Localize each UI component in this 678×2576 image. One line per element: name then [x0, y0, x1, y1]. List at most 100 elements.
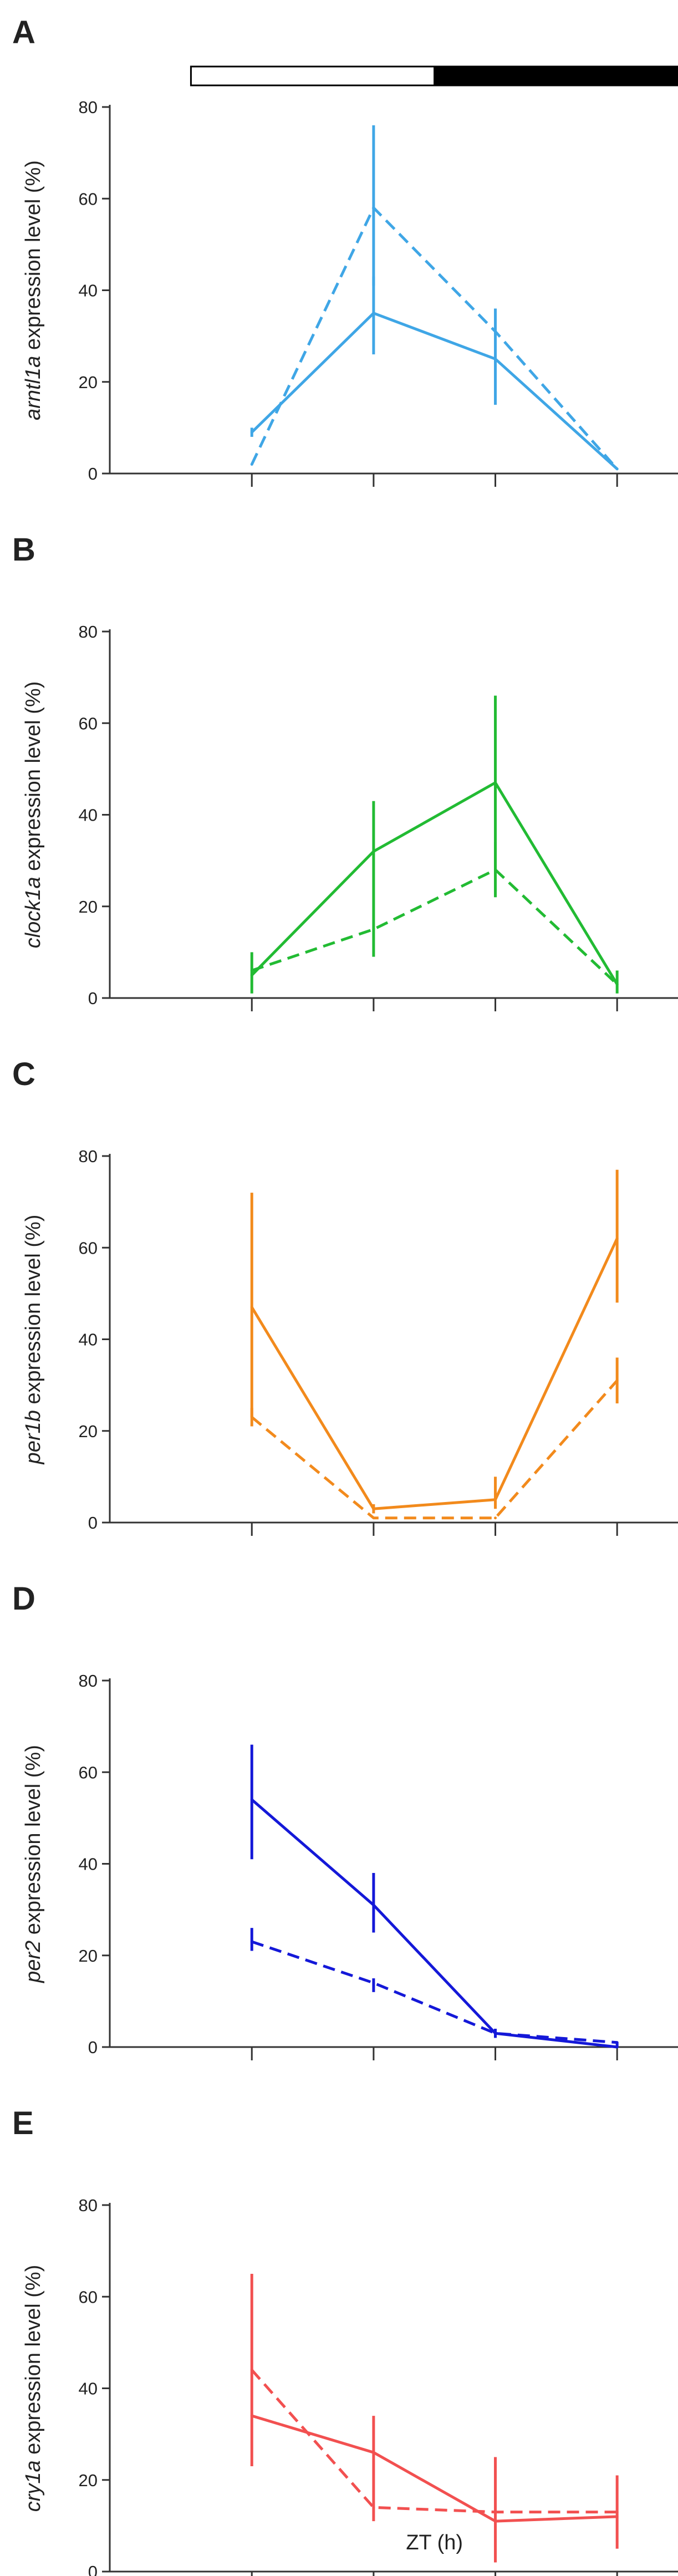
- y-tick-label: 0: [88, 2038, 98, 2057]
- data-point: [372, 1507, 375, 1510]
- series-solid: [250, 276, 619, 471]
- series-dashed: [250, 842, 619, 986]
- y-axis-label: arntl1a expression level (%): [22, 160, 45, 420]
- series-line: [251, 312, 618, 470]
- y-tick-label: 0: [88, 989, 98, 1008]
- y-tick-label: 80: [79, 2196, 98, 2215]
- series-dashed: [250, 1357, 619, 1520]
- y-axis-label-suffix: expression level (%): [22, 681, 45, 877]
- gene-name: per2: [22, 1941, 45, 1983]
- series-line: [250, 206, 619, 470]
- data-point: [494, 1516, 497, 1520]
- y-axis-label-suffix: expression level (%): [22, 160, 45, 356]
- data-point: [615, 467, 619, 471]
- data-point: [250, 431, 253, 434]
- y-tick-label: 80: [79, 1671, 98, 1691]
- y-tick-label: 20: [79, 897, 98, 917]
- data-point: [372, 206, 375, 210]
- data-point: [372, 1981, 375, 1984]
- data-point: [615, 982, 619, 986]
- data-point: [372, 312, 375, 315]
- y-tick-label: 60: [79, 1238, 98, 1258]
- panel-letter: D: [12, 1581, 35, 1617]
- series-line: [251, 2414, 618, 2523]
- y-tick-label: 60: [79, 189, 98, 208]
- bar-segment-light: [190, 65, 436, 86]
- data-point: [250, 969, 253, 972]
- data-point: [250, 462, 253, 466]
- y-tick-label: 0: [88, 464, 98, 483]
- data-point: [372, 928, 375, 931]
- bar-segment-dark: [434, 65, 678, 86]
- y-tick-label: 20: [79, 2471, 98, 2490]
- data-point: [494, 2032, 497, 2035]
- data-point: [494, 2511, 497, 2514]
- data-point: [372, 850, 375, 853]
- data-point: [494, 357, 497, 360]
- data-point: [372, 2506, 375, 2509]
- y-axis-label: per2 expression level (%): [22, 1745, 45, 1983]
- gene-name: clock1a: [22, 877, 45, 948]
- gene-name: cry1a: [22, 2460, 45, 2512]
- y-tick-label: 60: [79, 2287, 98, 2307]
- y-axis-label: cry1a expression level (%): [22, 2265, 45, 2512]
- y-tick-label: 40: [79, 2379, 98, 2399]
- series-solid: [250, 2273, 619, 2563]
- data-point: [615, 2515, 619, 2518]
- y-tick-label: 60: [79, 714, 98, 733]
- data-point: [250, 1940, 253, 1943]
- y-axis-label-suffix: expression level (%): [22, 1745, 45, 1941]
- panel-letter: E: [12, 2105, 34, 2141]
- y-tick-label: 80: [79, 622, 98, 642]
- series-line: [251, 1379, 619, 1520]
- data-point: [494, 2519, 497, 2523]
- panel-letter: C: [12, 1056, 35, 1092]
- y-tick-label: 20: [79, 1946, 98, 1966]
- series-dashed: [250, 1928, 619, 2044]
- y-tick-label: 0: [88, 2562, 98, 2576]
- y-axis-label-suffix: expression level (%): [22, 1215, 45, 1411]
- data-point: [250, 1798, 253, 1801]
- data-point: [615, 2045, 619, 2049]
- data-point: [250, 1416, 253, 1419]
- data-point: [494, 781, 497, 785]
- data-point: [372, 1903, 375, 1907]
- panel-letter: B: [12, 532, 35, 568]
- data-point: [615, 1237, 619, 1240]
- data-point: [372, 1516, 375, 1520]
- gene-name: per1b: [22, 1410, 45, 1464]
- y-tick-label: 80: [79, 1147, 98, 1166]
- y-tick-label: 60: [79, 1763, 98, 1782]
- data-point: [494, 868, 497, 872]
- y-axis-label-suffix: expression level (%): [22, 2265, 45, 2461]
- light-dark-bar: [190, 65, 678, 86]
- panel-C: C 0 20 40 60 80 per1b expression level (%): [12, 1056, 678, 1536]
- data-point: [615, 2511, 619, 2514]
- panel-E: E020406080391521cry1a expression level (…: [12, 2105, 678, 2576]
- data-point: [372, 2451, 375, 2454]
- y-tick-label: 0: [88, 1513, 98, 1533]
- x-axis-label: ZT (h): [406, 2531, 463, 2554]
- panel-letter: A: [12, 14, 35, 50]
- series-line: [251, 2369, 618, 2514]
- data-point: [615, 1379, 619, 1382]
- series-line: [251, 781, 619, 985]
- series-solid: [250, 695, 619, 994]
- y-tick-label: 40: [79, 1330, 98, 1350]
- data-point: [250, 2414, 253, 2417]
- y-axis-label: per1b expression level (%): [22, 1215, 45, 1465]
- series-dashed: [250, 2368, 619, 2522]
- panel-A: A 0 20 40 60 80 arntl1a expression level (%): [12, 14, 678, 487]
- gene-name: arntl1a: [22, 356, 45, 420]
- data-point: [250, 1306, 253, 1309]
- series-solid: [250, 1744, 619, 2049]
- panels: A 0 20 40 60 80 arntl1a expression level (%) B 0…: [12, 14, 678, 2576]
- y-tick-label: 80: [79, 98, 98, 117]
- data-point: [494, 330, 497, 333]
- y-tick-label: 40: [79, 806, 98, 825]
- series-line: [251, 1238, 619, 1510]
- series-dashed: [250, 125, 619, 471]
- series-solid: [250, 1169, 619, 1514]
- panel-D: D 0 20 40 60 80 per2 expression level (%): [12, 1581, 678, 2060]
